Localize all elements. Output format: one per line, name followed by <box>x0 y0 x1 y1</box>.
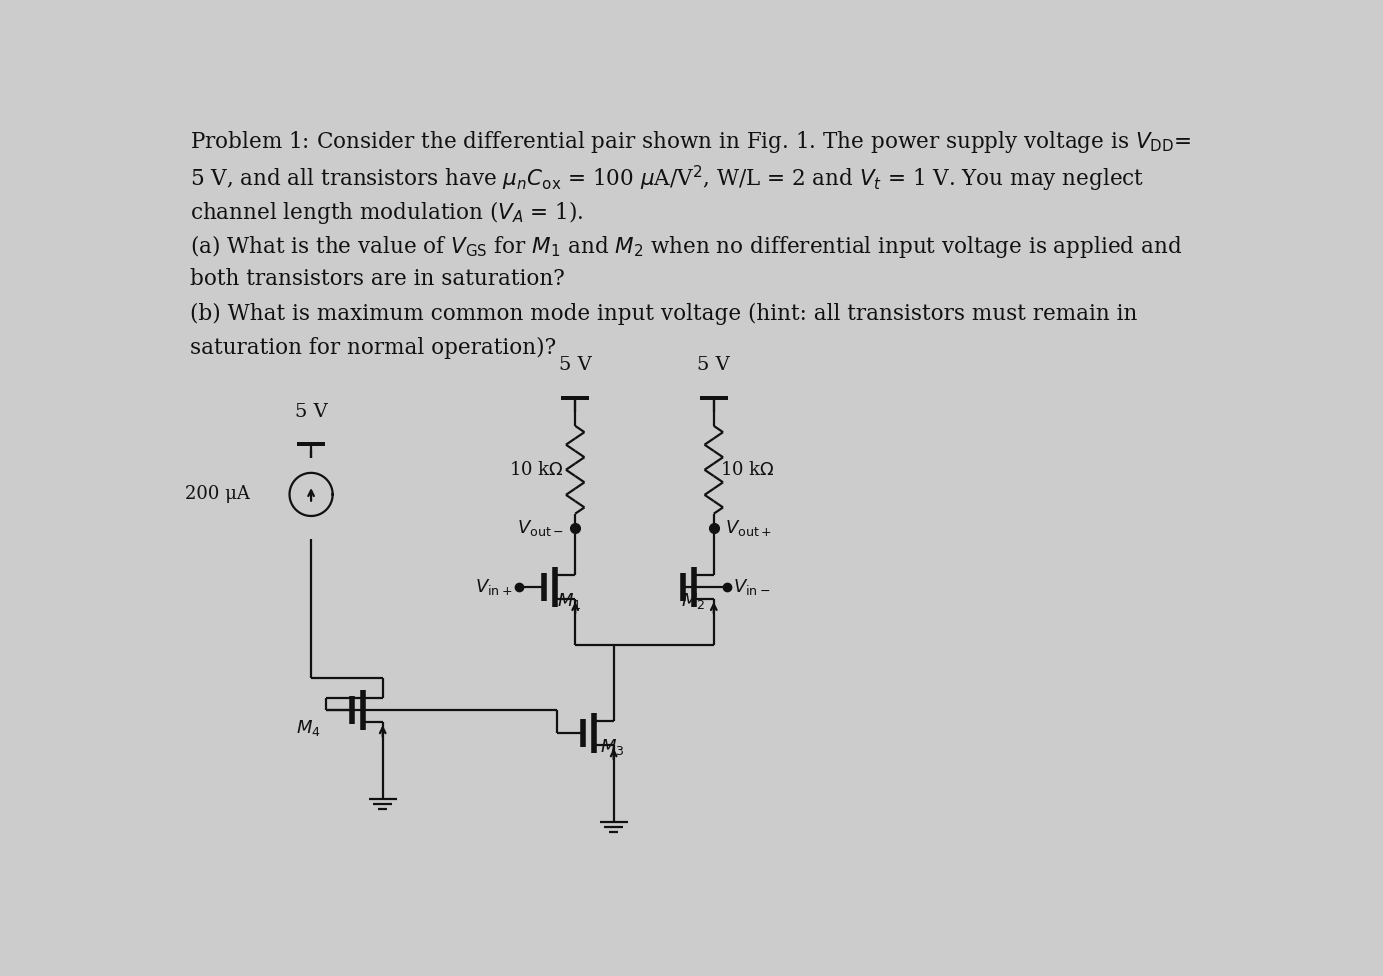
Text: $V_{\rm out+}$: $V_{\rm out+}$ <box>725 517 772 538</box>
Text: 10 k$\Omega$: 10 k$\Omega$ <box>721 461 774 479</box>
Text: Problem 1: Consider the differential pair shown in Fig. 1. The power supply volt: Problem 1: Consider the differential pai… <box>191 130 1192 155</box>
Text: $M_3$: $M_3$ <box>600 737 624 757</box>
Text: 200 μA: 200 μA <box>184 485 249 504</box>
Text: 10 k$\Omega$: 10 k$\Omega$ <box>509 461 564 479</box>
Text: 5 V: 5 V <box>559 355 592 374</box>
Text: $V_{\rm in+}$: $V_{\rm in+}$ <box>476 577 513 596</box>
Text: both transistors are in saturation?: both transistors are in saturation? <box>191 268 564 290</box>
Text: (b) What is maximum common mode input voltage (hint: all transistors must remain: (b) What is maximum common mode input vo… <box>191 303 1138 325</box>
Text: $M_2$: $M_2$ <box>680 590 705 611</box>
Text: $V_{\rm out-}$: $V_{\rm out-}$ <box>517 517 564 538</box>
Text: 5 V, and all transistors have $\mu_n C_{\rm ox}$ = 100 $\mu$A/V$^2$, W/L = 2 and: 5 V, and all transistors have $\mu_n C_{… <box>191 164 1144 194</box>
Text: (a) What is the value of $V_{\rm GS}$ for $M_1$ and $M_2$ when no differential i: (a) What is the value of $V_{\rm GS}$ fo… <box>191 233 1182 261</box>
Text: $M_4$: $M_4$ <box>296 717 321 738</box>
Text: saturation for normal operation)?: saturation for normal operation)? <box>191 338 556 359</box>
Text: $M_1$: $M_1$ <box>557 590 582 611</box>
Text: 5 V: 5 V <box>697 355 730 374</box>
Text: channel length modulation ($V_A$ = 1).: channel length modulation ($V_A$ = 1). <box>191 199 584 225</box>
Text: 5 V: 5 V <box>295 403 328 422</box>
Text: $V_{\rm in-}$: $V_{\rm in-}$ <box>733 577 770 596</box>
